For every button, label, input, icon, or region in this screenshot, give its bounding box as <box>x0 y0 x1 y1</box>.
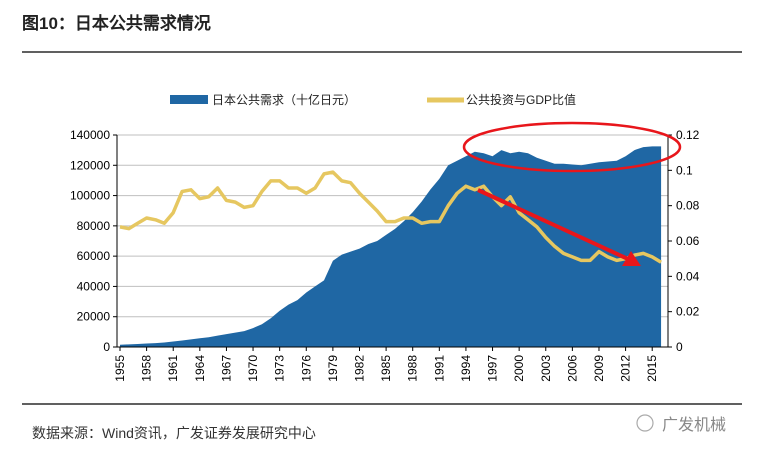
x-tick-label: 2009 <box>592 355 606 382</box>
left-tick-label: 60000 <box>77 249 111 263</box>
x-tick-label: 1973 <box>273 355 287 382</box>
watermark: 广发机械 <box>636 414 726 434</box>
right-tick-label: 0.02 <box>676 305 700 319</box>
legend-swatch-area <box>170 95 208 104</box>
x-tick-label: 1982 <box>352 355 366 382</box>
right-tick-label: 0.12 <box>676 128 700 142</box>
x-tick-label: 1991 <box>432 355 446 382</box>
source-note: 数据来源：Wind资讯，广发证券发展研究中心 <box>32 425 316 441</box>
right-tick-label: 0.08 <box>676 199 700 213</box>
right-tick-label: 0.04 <box>676 269 700 283</box>
x-tick-label: 1961 <box>166 355 180 382</box>
x-tick-label: 1964 <box>193 355 207 382</box>
annotation-ellipse <box>462 121 682 173</box>
right-tick-label: 0 <box>676 340 683 354</box>
legend-label-line: 公共投资与GDP比值 <box>466 92 576 107</box>
annotation-arrow <box>477 188 641 266</box>
left-tick-label: 80000 <box>77 219 111 233</box>
legend: 日本公共需求（十亿日元） 公共投资与GDP比值 <box>170 92 576 107</box>
x-tick-label: 1988 <box>406 355 420 382</box>
legend-label-area: 日本公共需求（十亿日元） <box>212 92 356 107</box>
x-tick-label: 1979 <box>326 355 340 382</box>
left-tick-label: 140000 <box>70 128 110 142</box>
x-tick-label: 1985 <box>379 355 393 382</box>
x-tick-label: 2000 <box>512 355 526 382</box>
left-tick-label: 120000 <box>70 158 110 172</box>
left-tick-label: 20000 <box>77 310 111 324</box>
x-tick-label: 1976 <box>299 355 313 382</box>
x-tick-label: 1955 <box>113 355 127 382</box>
series-area-public-demand <box>120 146 662 347</box>
right-tick-label: 0.1 <box>676 163 693 177</box>
x-tick-label: 2006 <box>565 355 579 382</box>
watermark-text: 广发机械 <box>662 416 726 434</box>
left-tick-label: 0 <box>103 340 110 354</box>
wechat-icon <box>636 414 654 432</box>
x-tick-label: 1958 <box>140 355 154 382</box>
figure-title: 图10：日本公共需求情况 <box>22 13 211 33</box>
x-tick-label: 2012 <box>619 355 633 382</box>
x-tick-label: 1970 <box>246 355 260 382</box>
x-tick-label: 1997 <box>486 355 500 382</box>
left-tick-label: 100000 <box>70 189 110 203</box>
right-tick-label: 0.06 <box>676 234 700 248</box>
series-line-investment-gdp-ratio <box>119 170 662 264</box>
left-tick-label: 40000 <box>77 279 111 293</box>
x-tick-label: 1967 <box>219 355 233 382</box>
x-tick-label: 2003 <box>539 355 553 382</box>
x-tick-label: 2015 <box>645 355 659 382</box>
x-tick-label: 1994 <box>459 355 473 382</box>
